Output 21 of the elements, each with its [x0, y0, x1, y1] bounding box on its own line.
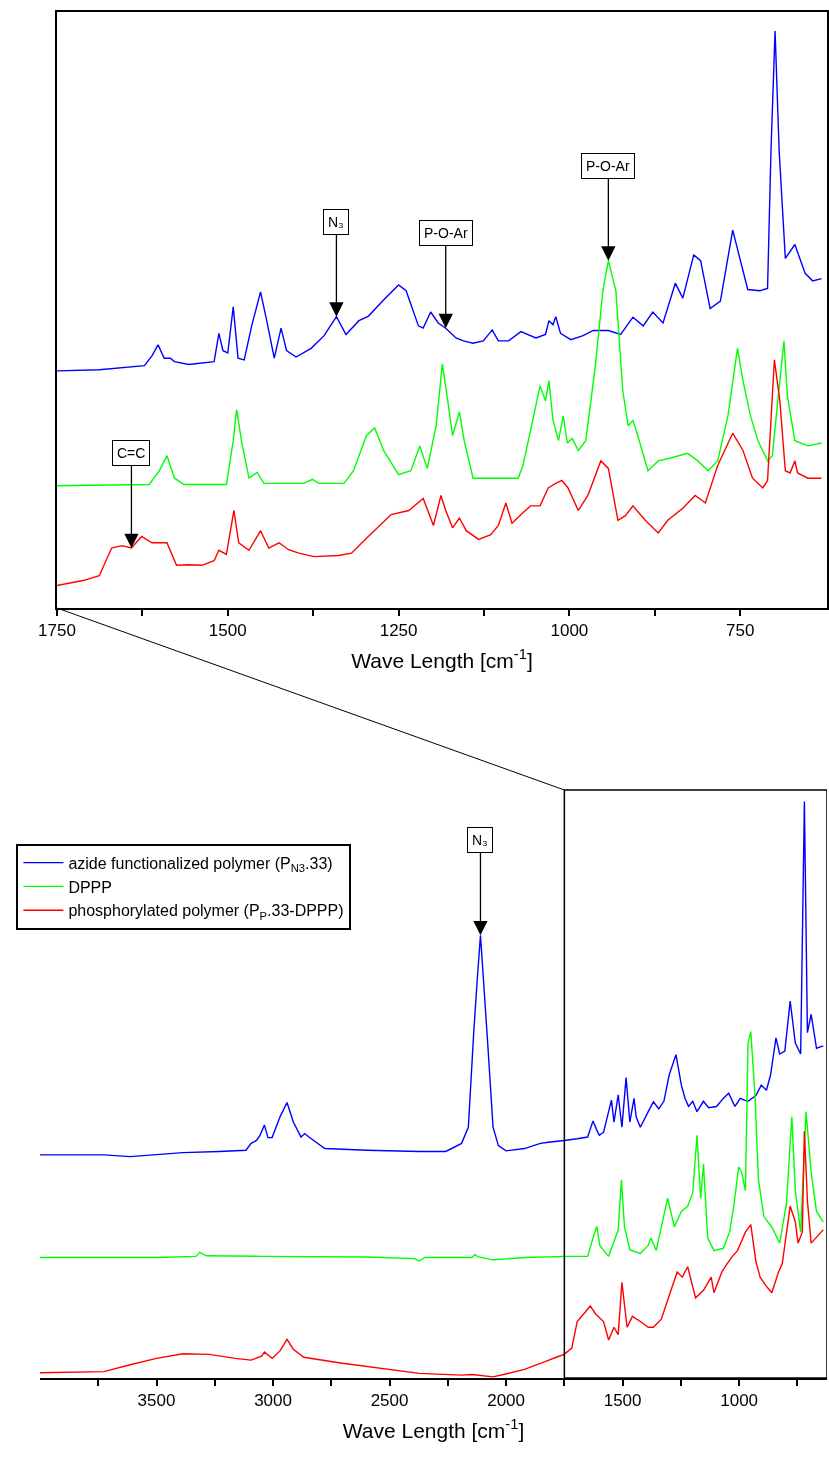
x-tick-label: 1500	[208, 621, 247, 641]
x-tick-label: 1000	[550, 621, 589, 641]
annotation: C=C	[117, 445, 146, 461]
x-tick-label: 750	[726, 621, 755, 641]
x-tick-label: 1500	[603, 1391, 642, 1411]
legend-label: DPPP	[68, 878, 112, 896]
annotation: P-O-Ar	[586, 158, 630, 174]
x-tick-label: 2000	[487, 1391, 525, 1411]
annotation: N₃	[328, 214, 344, 230]
x-tick-label: 3500	[137, 1391, 176, 1411]
x-tick-label: 1000	[720, 1391, 759, 1411]
x-axis-title: Wave Length [cm$^{-1}$]	[342, 1416, 525, 1442]
x-tick-label: 2500	[370, 1391, 409, 1411]
x-tick-label: 1250	[379, 621, 418, 641]
x-tick-label: 1750	[38, 621, 76, 641]
legend-label: phosphorylated polymer (P$_{P}$.33-DPPP)	[68, 902, 344, 922]
legend-label: azide functionalized polymer (P$_{N3}$.33)	[68, 854, 333, 875]
x-axis-title: Wave Length [cm$^{-1}$]	[351, 646, 533, 672]
x-tick-label: 3000	[254, 1391, 292, 1411]
annotation: P-O-Ar	[424, 225, 468, 241]
annotation: N₃	[472, 832, 488, 848]
